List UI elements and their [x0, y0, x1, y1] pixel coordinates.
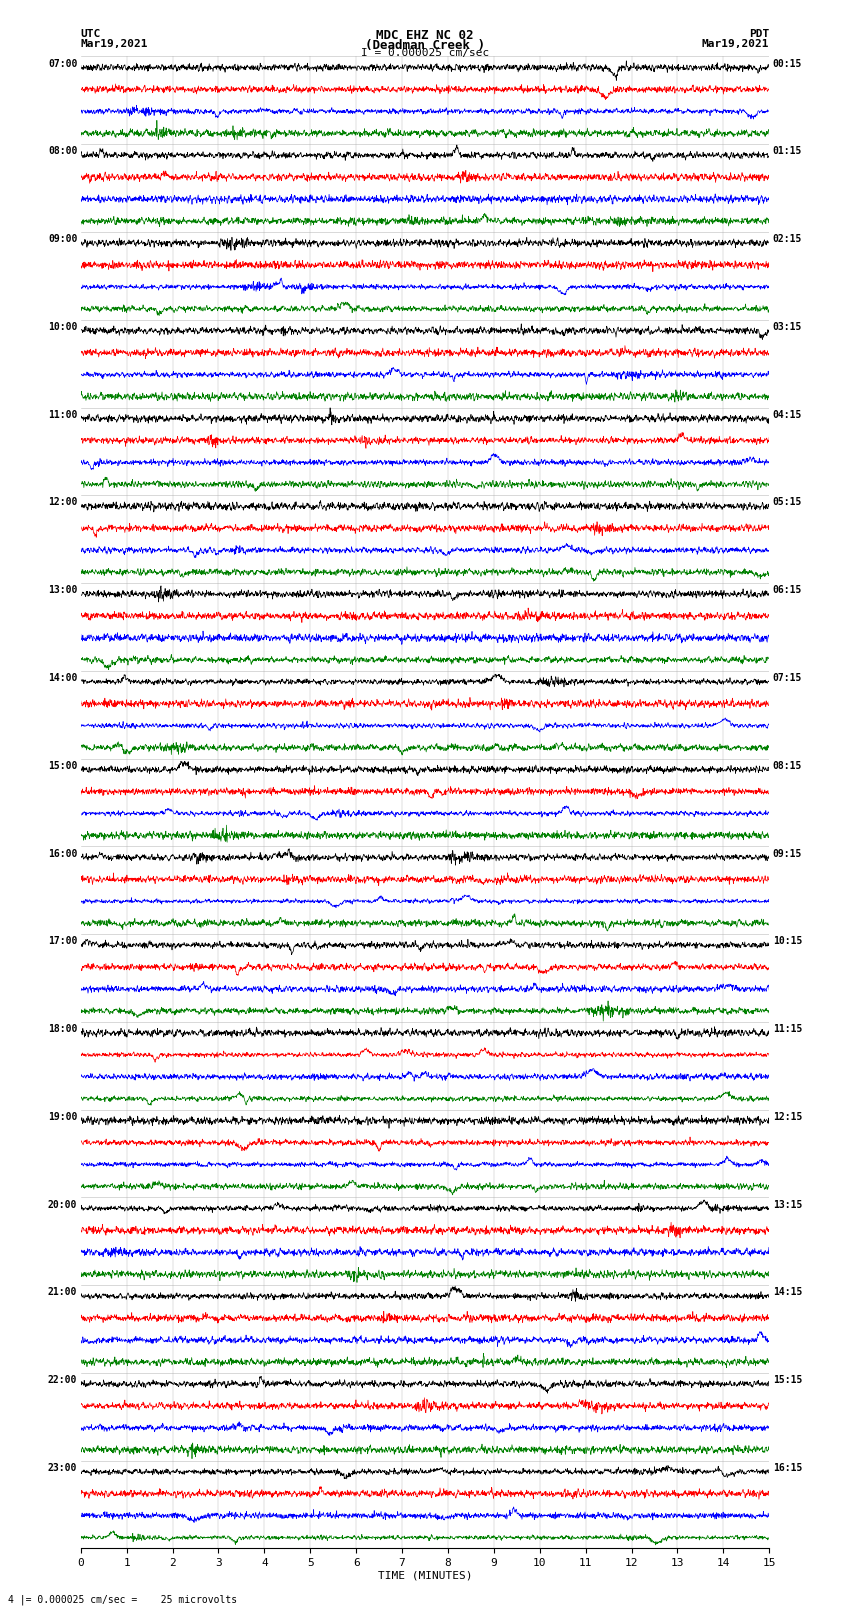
Text: 03:15: 03:15 — [773, 323, 802, 332]
Text: (Deadman Creek ): (Deadman Creek ) — [365, 39, 485, 52]
Text: 12:15: 12:15 — [773, 1111, 802, 1123]
Text: 23:00: 23:00 — [48, 1463, 77, 1473]
Text: 10:00: 10:00 — [48, 323, 77, 332]
Text: 04:15: 04:15 — [773, 410, 802, 419]
Text: PDT: PDT — [749, 29, 769, 39]
Text: 14:15: 14:15 — [773, 1287, 802, 1297]
Text: 10:15: 10:15 — [773, 936, 802, 947]
Text: MDC EHZ NC 02: MDC EHZ NC 02 — [377, 29, 473, 42]
Text: 15:15: 15:15 — [773, 1376, 802, 1386]
X-axis label: TIME (MINUTES): TIME (MINUTES) — [377, 1571, 473, 1581]
Text: 22:00: 22:00 — [48, 1376, 77, 1386]
Text: 11:15: 11:15 — [773, 1024, 802, 1034]
Text: Mar19,2021: Mar19,2021 — [702, 39, 769, 48]
Text: 00:15: 00:15 — [773, 58, 802, 69]
Text: 12:00: 12:00 — [48, 497, 77, 508]
Text: 07:15: 07:15 — [773, 673, 802, 682]
Text: 21:00: 21:00 — [48, 1287, 77, 1297]
Text: 09:00: 09:00 — [48, 234, 77, 244]
Text: 11:00: 11:00 — [48, 410, 77, 419]
Text: 16:00: 16:00 — [48, 848, 77, 858]
Text: 08:15: 08:15 — [773, 761, 802, 771]
Text: 06:15: 06:15 — [773, 586, 802, 595]
Text: 4 |= 0.000025 cm/sec =    25 microvolts: 4 |= 0.000025 cm/sec = 25 microvolts — [8, 1594, 238, 1605]
Text: 19:00: 19:00 — [48, 1111, 77, 1123]
Text: Mar19,2021: Mar19,2021 — [81, 39, 148, 48]
Text: 17:00: 17:00 — [48, 936, 77, 947]
Text: 09:15: 09:15 — [773, 848, 802, 858]
Text: 14:00: 14:00 — [48, 673, 77, 682]
Text: I = 0.000025 cm/sec: I = 0.000025 cm/sec — [361, 48, 489, 58]
Text: 20:00: 20:00 — [48, 1200, 77, 1210]
Text: 18:00: 18:00 — [48, 1024, 77, 1034]
Text: 05:15: 05:15 — [773, 497, 802, 508]
Text: 07:00: 07:00 — [48, 58, 77, 69]
Text: UTC: UTC — [81, 29, 101, 39]
Text: 02:15: 02:15 — [773, 234, 802, 244]
Text: 01:15: 01:15 — [773, 147, 802, 156]
Text: 16:15: 16:15 — [773, 1463, 802, 1473]
Text: 13:15: 13:15 — [773, 1200, 802, 1210]
Text: 08:00: 08:00 — [48, 147, 77, 156]
Text: 15:00: 15:00 — [48, 761, 77, 771]
Text: 13:00: 13:00 — [48, 586, 77, 595]
